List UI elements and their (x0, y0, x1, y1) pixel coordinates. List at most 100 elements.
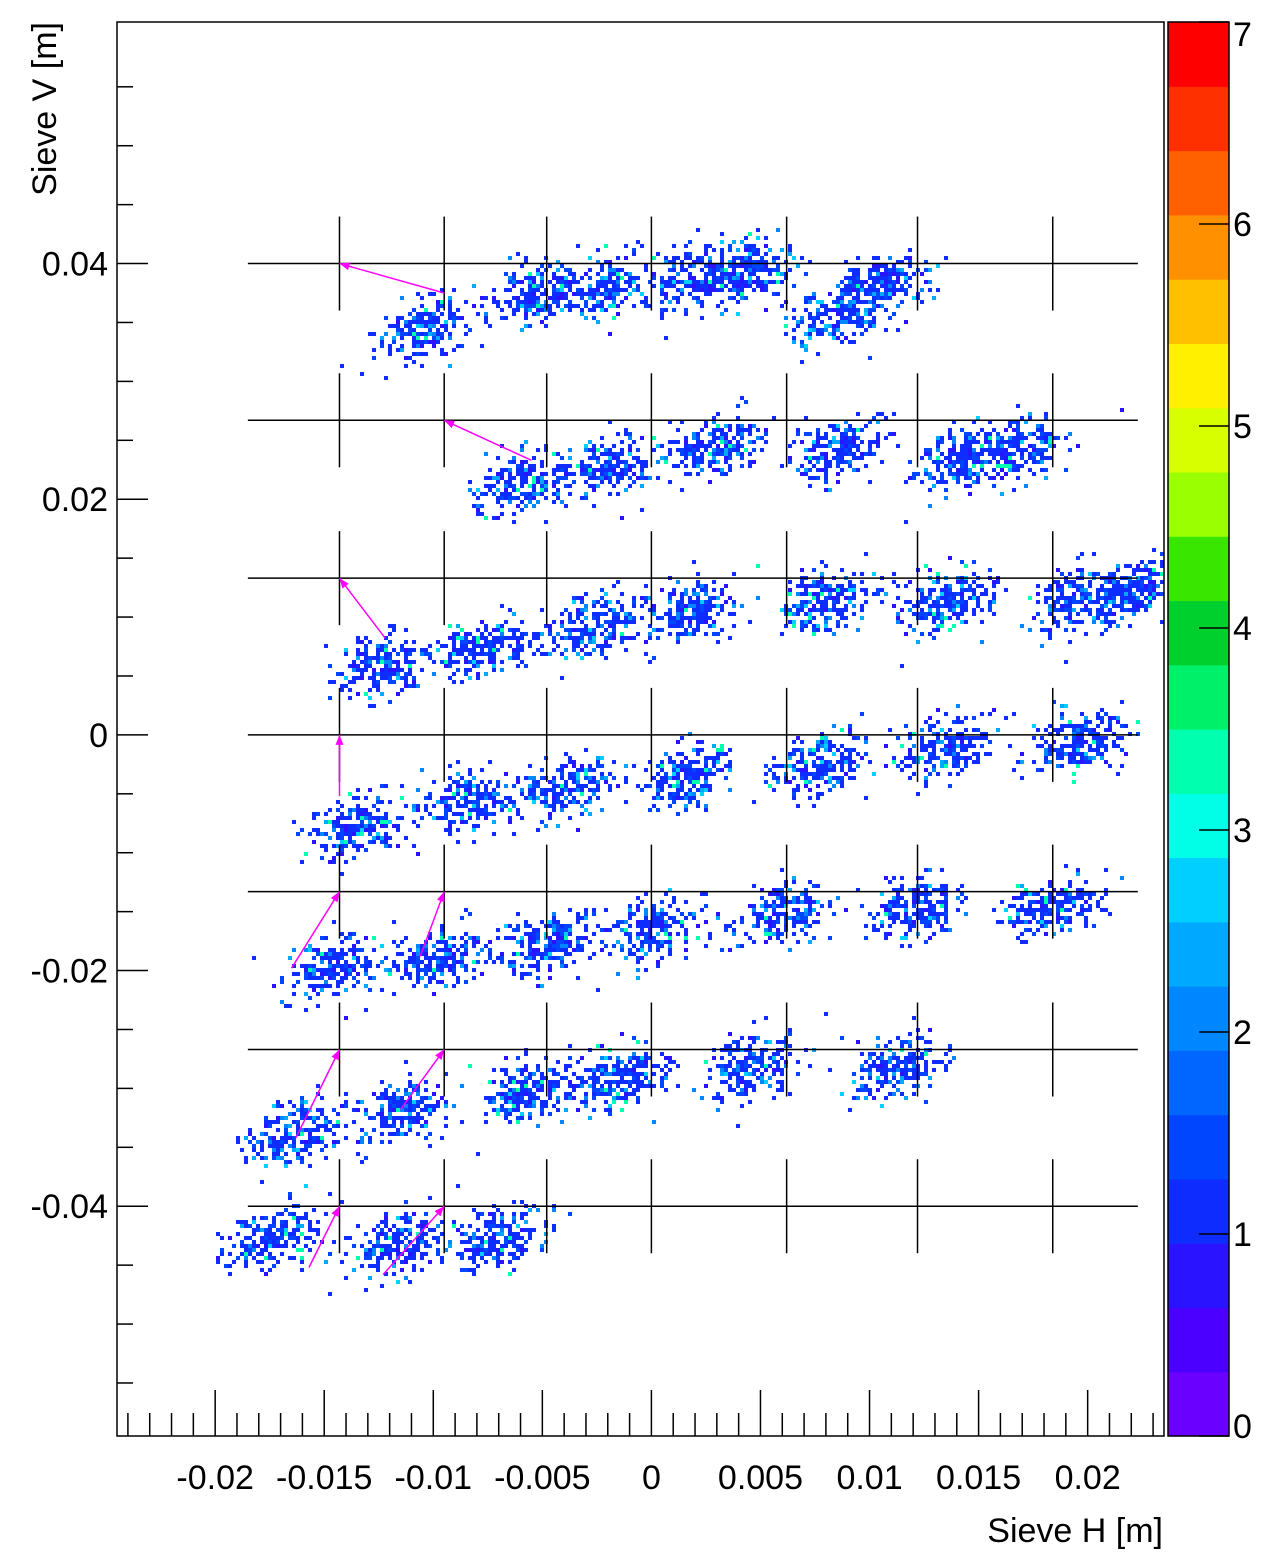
heat-cell (684, 588, 688, 592)
heat-cell (732, 612, 736, 616)
heat-cell (708, 284, 712, 288)
heat-cell (936, 464, 940, 468)
heat-cell (448, 652, 452, 656)
heat-cell (644, 596, 648, 600)
heat-cell (592, 640, 596, 644)
heat-cell (464, 660, 468, 664)
heat-cell (480, 780, 484, 784)
heat-cell (824, 588, 828, 592)
heat-cell (732, 624, 736, 628)
heat-cell (732, 268, 736, 272)
heat-cell (704, 632, 708, 636)
heat-cell (976, 584, 980, 588)
heat-cell (796, 324, 800, 328)
heat-cell (704, 588, 708, 592)
heat-cell (608, 292, 612, 296)
heat-cell (800, 472, 804, 476)
heat-cell (536, 492, 540, 496)
heat-cell (796, 428, 800, 432)
heat-cell (696, 596, 700, 600)
heat-cell (748, 272, 752, 276)
heat-cell (860, 604, 864, 608)
heat-cell (828, 444, 832, 448)
heat-cell (632, 616, 636, 620)
heat-cell (476, 504, 480, 508)
heat-cell (764, 440, 768, 444)
heat-cell (424, 308, 428, 312)
heat-cell (592, 504, 596, 508)
heat-cell (992, 612, 996, 616)
heat-cell (868, 452, 872, 456)
heat-cell (608, 296, 612, 300)
heat-cell (720, 452, 724, 456)
heat-cell (484, 452, 488, 456)
heat-cell (480, 808, 484, 812)
heat-cell (672, 284, 676, 288)
heat-cell (388, 800, 392, 804)
heat-cell (996, 448, 1000, 452)
heat-cell (1064, 616, 1068, 620)
heat-cell (1080, 572, 1084, 576)
heat-cell (660, 628, 664, 632)
heat-cell (832, 332, 836, 336)
heat-cell (484, 788, 488, 792)
heat-cell (1068, 432, 1072, 436)
heat-cell (1096, 600, 1100, 604)
heat-cell (852, 304, 856, 308)
heat-cell (708, 288, 712, 292)
heat-cell (1072, 628, 1076, 632)
heat-cell (688, 280, 692, 284)
heat-cell (892, 312, 896, 316)
heat-cell (1000, 464, 1004, 468)
heat-cell (388, 656, 392, 660)
heat-cell (476, 664, 480, 668)
heat-cell (844, 616, 848, 620)
heat-cell (984, 460, 988, 464)
heat-cell (996, 440, 1000, 444)
heat-cell (1128, 624, 1132, 628)
heat-cell (880, 600, 884, 604)
heat-cell (572, 280, 576, 284)
heat-cell (576, 776, 580, 780)
heat-cell (672, 308, 676, 312)
heat-cell (1104, 580, 1108, 584)
heat-cell (364, 664, 368, 668)
heat-cell (348, 824, 352, 828)
heat-cell (656, 252, 660, 256)
heat-cell (608, 620, 612, 624)
heat-cell (932, 580, 936, 584)
heat-cell (748, 264, 752, 268)
heat-cell (580, 312, 584, 316)
heat-cell (356, 808, 360, 812)
heat-cell (692, 276, 696, 280)
heat-cell (604, 612, 608, 616)
heat-cell (1088, 612, 1092, 616)
heat-cell (456, 792, 460, 796)
heat-cell (696, 592, 700, 596)
heat-cell (752, 288, 756, 292)
heat-cell (948, 588, 952, 592)
heat-cell (420, 340, 424, 344)
heat-cell (924, 468, 928, 472)
heat-cell (600, 472, 604, 476)
heat-cell (356, 812, 360, 816)
heat-cell (684, 616, 688, 620)
heat-cell (588, 268, 592, 272)
heat-cell (944, 496, 948, 500)
heat-cell (1092, 600, 1096, 604)
heat-cell (656, 628, 660, 632)
heat-cell (692, 560, 696, 564)
heat-cell (552, 620, 556, 624)
heat-cell (664, 280, 668, 284)
heat-cell (820, 456, 824, 460)
heat-cell (624, 780, 628, 784)
heat-cell (876, 276, 880, 280)
heat-cell (808, 336, 812, 340)
heat-cell (372, 672, 376, 676)
heat-cell (988, 608, 992, 612)
heat-cell (508, 656, 512, 660)
heat-cell (592, 316, 596, 320)
heat-cell (604, 476, 608, 480)
heat-cell (836, 456, 840, 460)
heat-cell (952, 596, 956, 600)
